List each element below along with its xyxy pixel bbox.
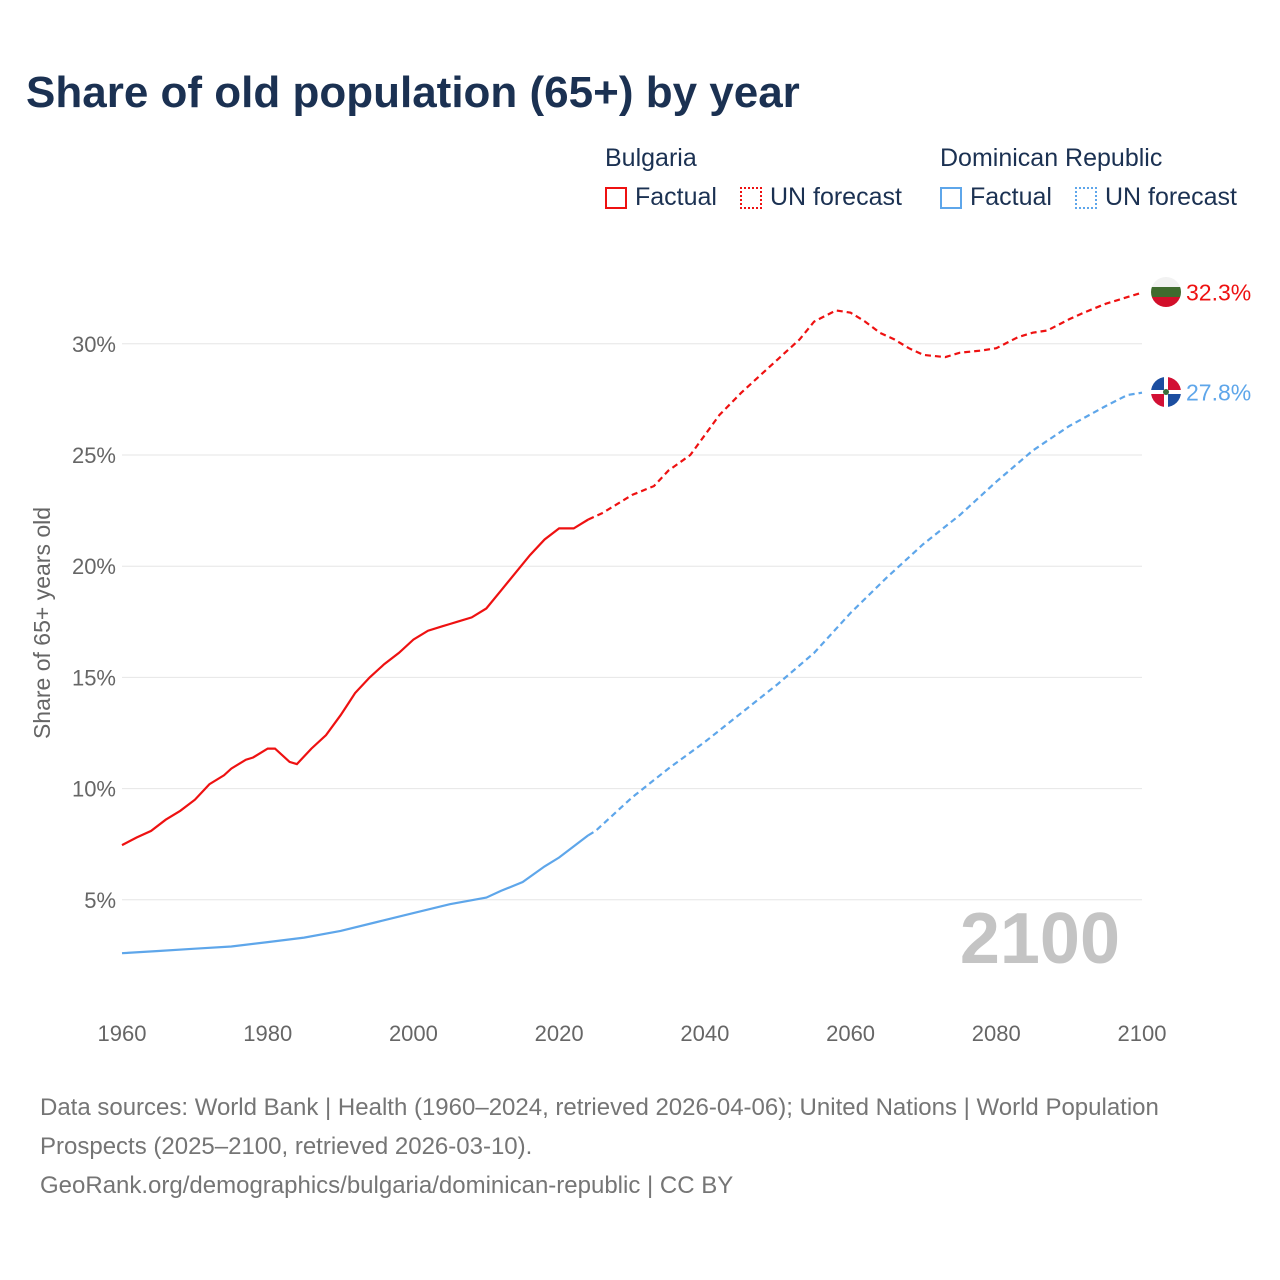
- bulgaria-forecast-line: [587, 291, 1143, 521]
- x-tick-label: 1980: [243, 1021, 292, 1046]
- legend-label: Factual: [635, 183, 717, 211]
- x-tick-label: 2100: [1118, 1021, 1167, 1046]
- y-tick-label: 30%: [72, 332, 116, 357]
- x-tick-label: 1960: [98, 1021, 147, 1046]
- credit-link[interactable]: GeoRank.org/demographics/bulgaria/domini…: [40, 1172, 734, 1199]
- dotted-swatch-icon: [739, 186, 762, 209]
- y-tick-label: 20%: [72, 554, 116, 579]
- legend-dominican-republic: Dominican Republic Factual UN forecast: [940, 144, 1237, 216]
- legend-label: UN forecast: [769, 183, 902, 211]
- bulgaria-factual-line: [121, 518, 589, 847]
- x-tick-label: 2080: [972, 1021, 1021, 1046]
- bulgaria-end-value-label: 32.3%: [1186, 280, 1251, 306]
- legend-item-forecast[interactable]: UN forecast: [739, 183, 902, 212]
- dominican-republic-forecast-line: [587, 391, 1143, 837]
- x-tick-label: 2060: [826, 1021, 875, 1046]
- y-axis-label: Share of 65+ years old: [29, 507, 55, 739]
- y-tick-label: 15%: [72, 665, 116, 690]
- legend-item-forecast[interactable]: UN forecast: [1074, 183, 1237, 212]
- data-sources: Data sources: World Bank | Health (1960–…: [40, 1094, 1159, 1160]
- current-year-label: 2100: [960, 899, 1120, 979]
- legend-label: UN forecast: [1104, 183, 1237, 211]
- y-tick-label: 25%: [72, 443, 116, 468]
- legend-group-name: Dominican Republic: [940, 144, 1163, 172]
- footer: Data sources: World Bank | Health (1960–…: [40, 1088, 1160, 1205]
- solid-swatch-icon: [940, 186, 962, 209]
- x-tick-label: 2000: [389, 1021, 438, 1046]
- chart-title: Share of old population (65+) by year: [26, 68, 800, 117]
- dotted-swatch-icon: [1074, 186, 1097, 209]
- legend-label: Factual: [970, 183, 1052, 211]
- solid-swatch-icon: [605, 186, 627, 209]
- legend-bulgaria: Bulgaria Factual UN forecast: [605, 144, 918, 216]
- dominican-republic-factual-line: [121, 834, 589, 955]
- legend-group-name: Bulgaria: [605, 144, 697, 172]
- dominican-republic-end-value-label: 27.8%: [1186, 380, 1251, 406]
- x-tick-label: 2040: [680, 1021, 729, 1046]
- y-tick-label: 10%: [72, 777, 116, 802]
- bulgaria-flag-icon: [1151, 277, 1181, 307]
- line-chart: 5% 10% 15% 20% 25% 30% 1960 1980 2000 2020 2040 206…: [29, 277, 1251, 1046]
- legend-item-factual[interactable]: Factual: [605, 183, 717, 212]
- x-tick-label: 2020: [535, 1021, 584, 1046]
- y-tick-label: 5%: [84, 888, 116, 913]
- dominican-republic-flag-icon: [1151, 377, 1181, 407]
- legend-item-factual[interactable]: Factual: [940, 183, 1052, 212]
